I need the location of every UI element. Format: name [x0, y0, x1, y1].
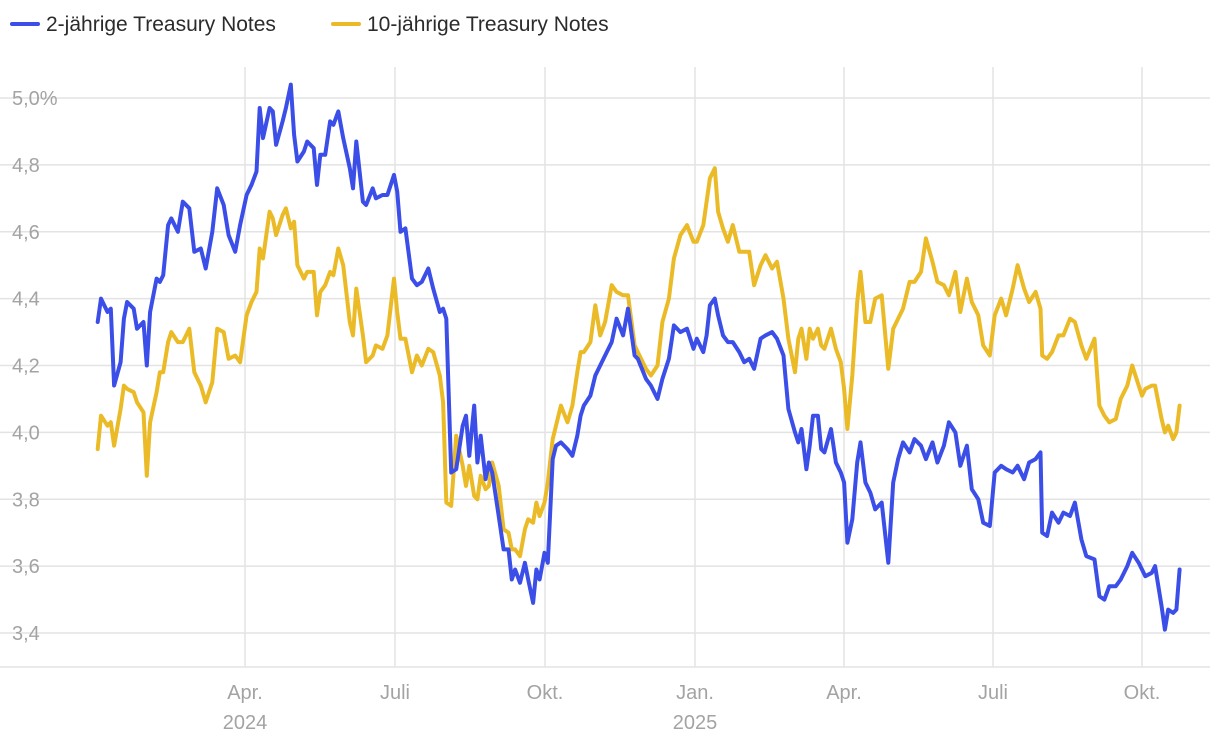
y-tick-label: 3,6	[12, 556, 40, 578]
y-tick-label: 4,0	[12, 422, 40, 444]
y-tick-label: 4,4	[12, 289, 40, 311]
x-tick-label: Juli	[978, 682, 1008, 704]
x-tick-label: Okt.	[1124, 682, 1161, 704]
x-tick-year-label: 2025	[673, 712, 718, 734]
y-tick-label: 5,0%	[12, 88, 58, 110]
y-tick-label: 4,2	[12, 356, 40, 378]
x-tick-label: Apr.	[826, 682, 862, 704]
grid	[0, 67, 1210, 668]
legend-item-2yr[interactable]: 2-jährige Treasury Notes	[10, 13, 276, 36]
legend-label-2yr: 2-jährige Treasury Notes	[46, 13, 276, 36]
y-tick-label: 3,4	[12, 623, 40, 645]
x-tick-label: Okt.	[527, 682, 564, 704]
legend: 2-jährige Treasury Notes 10-jährige Trea…	[10, 13, 609, 36]
x-tick-label: Juli	[380, 682, 410, 704]
x-tick-label: Apr.	[227, 682, 263, 704]
y-tick-label: 4,8	[12, 155, 40, 177]
legend-label-10yr: 10-jährige Treasury Notes	[367, 13, 609, 36]
legend-item-10yr[interactable]: 10-jährige Treasury Notes	[331, 13, 609, 36]
x-axis-ticks: Apr. 2024 Juli Okt. Jan. 2025 Apr. Juli Okt.	[223, 682, 1161, 734]
series	[95, 82, 1182, 632]
x-tick-label: Jan.	[676, 682, 714, 704]
x-tick-year-label: 2024	[223, 712, 268, 734]
series-line-10yr	[95, 166, 1182, 559]
y-axis-ticks: 3,4 3,6 3,8 4,0 4,2 4,4 4,6 4,8 5,0%	[12, 88, 58, 645]
series-line-2yr	[95, 82, 1182, 632]
y-tick-label: 4,6	[12, 222, 40, 244]
y-tick-label: 3,8	[12, 489, 40, 511]
